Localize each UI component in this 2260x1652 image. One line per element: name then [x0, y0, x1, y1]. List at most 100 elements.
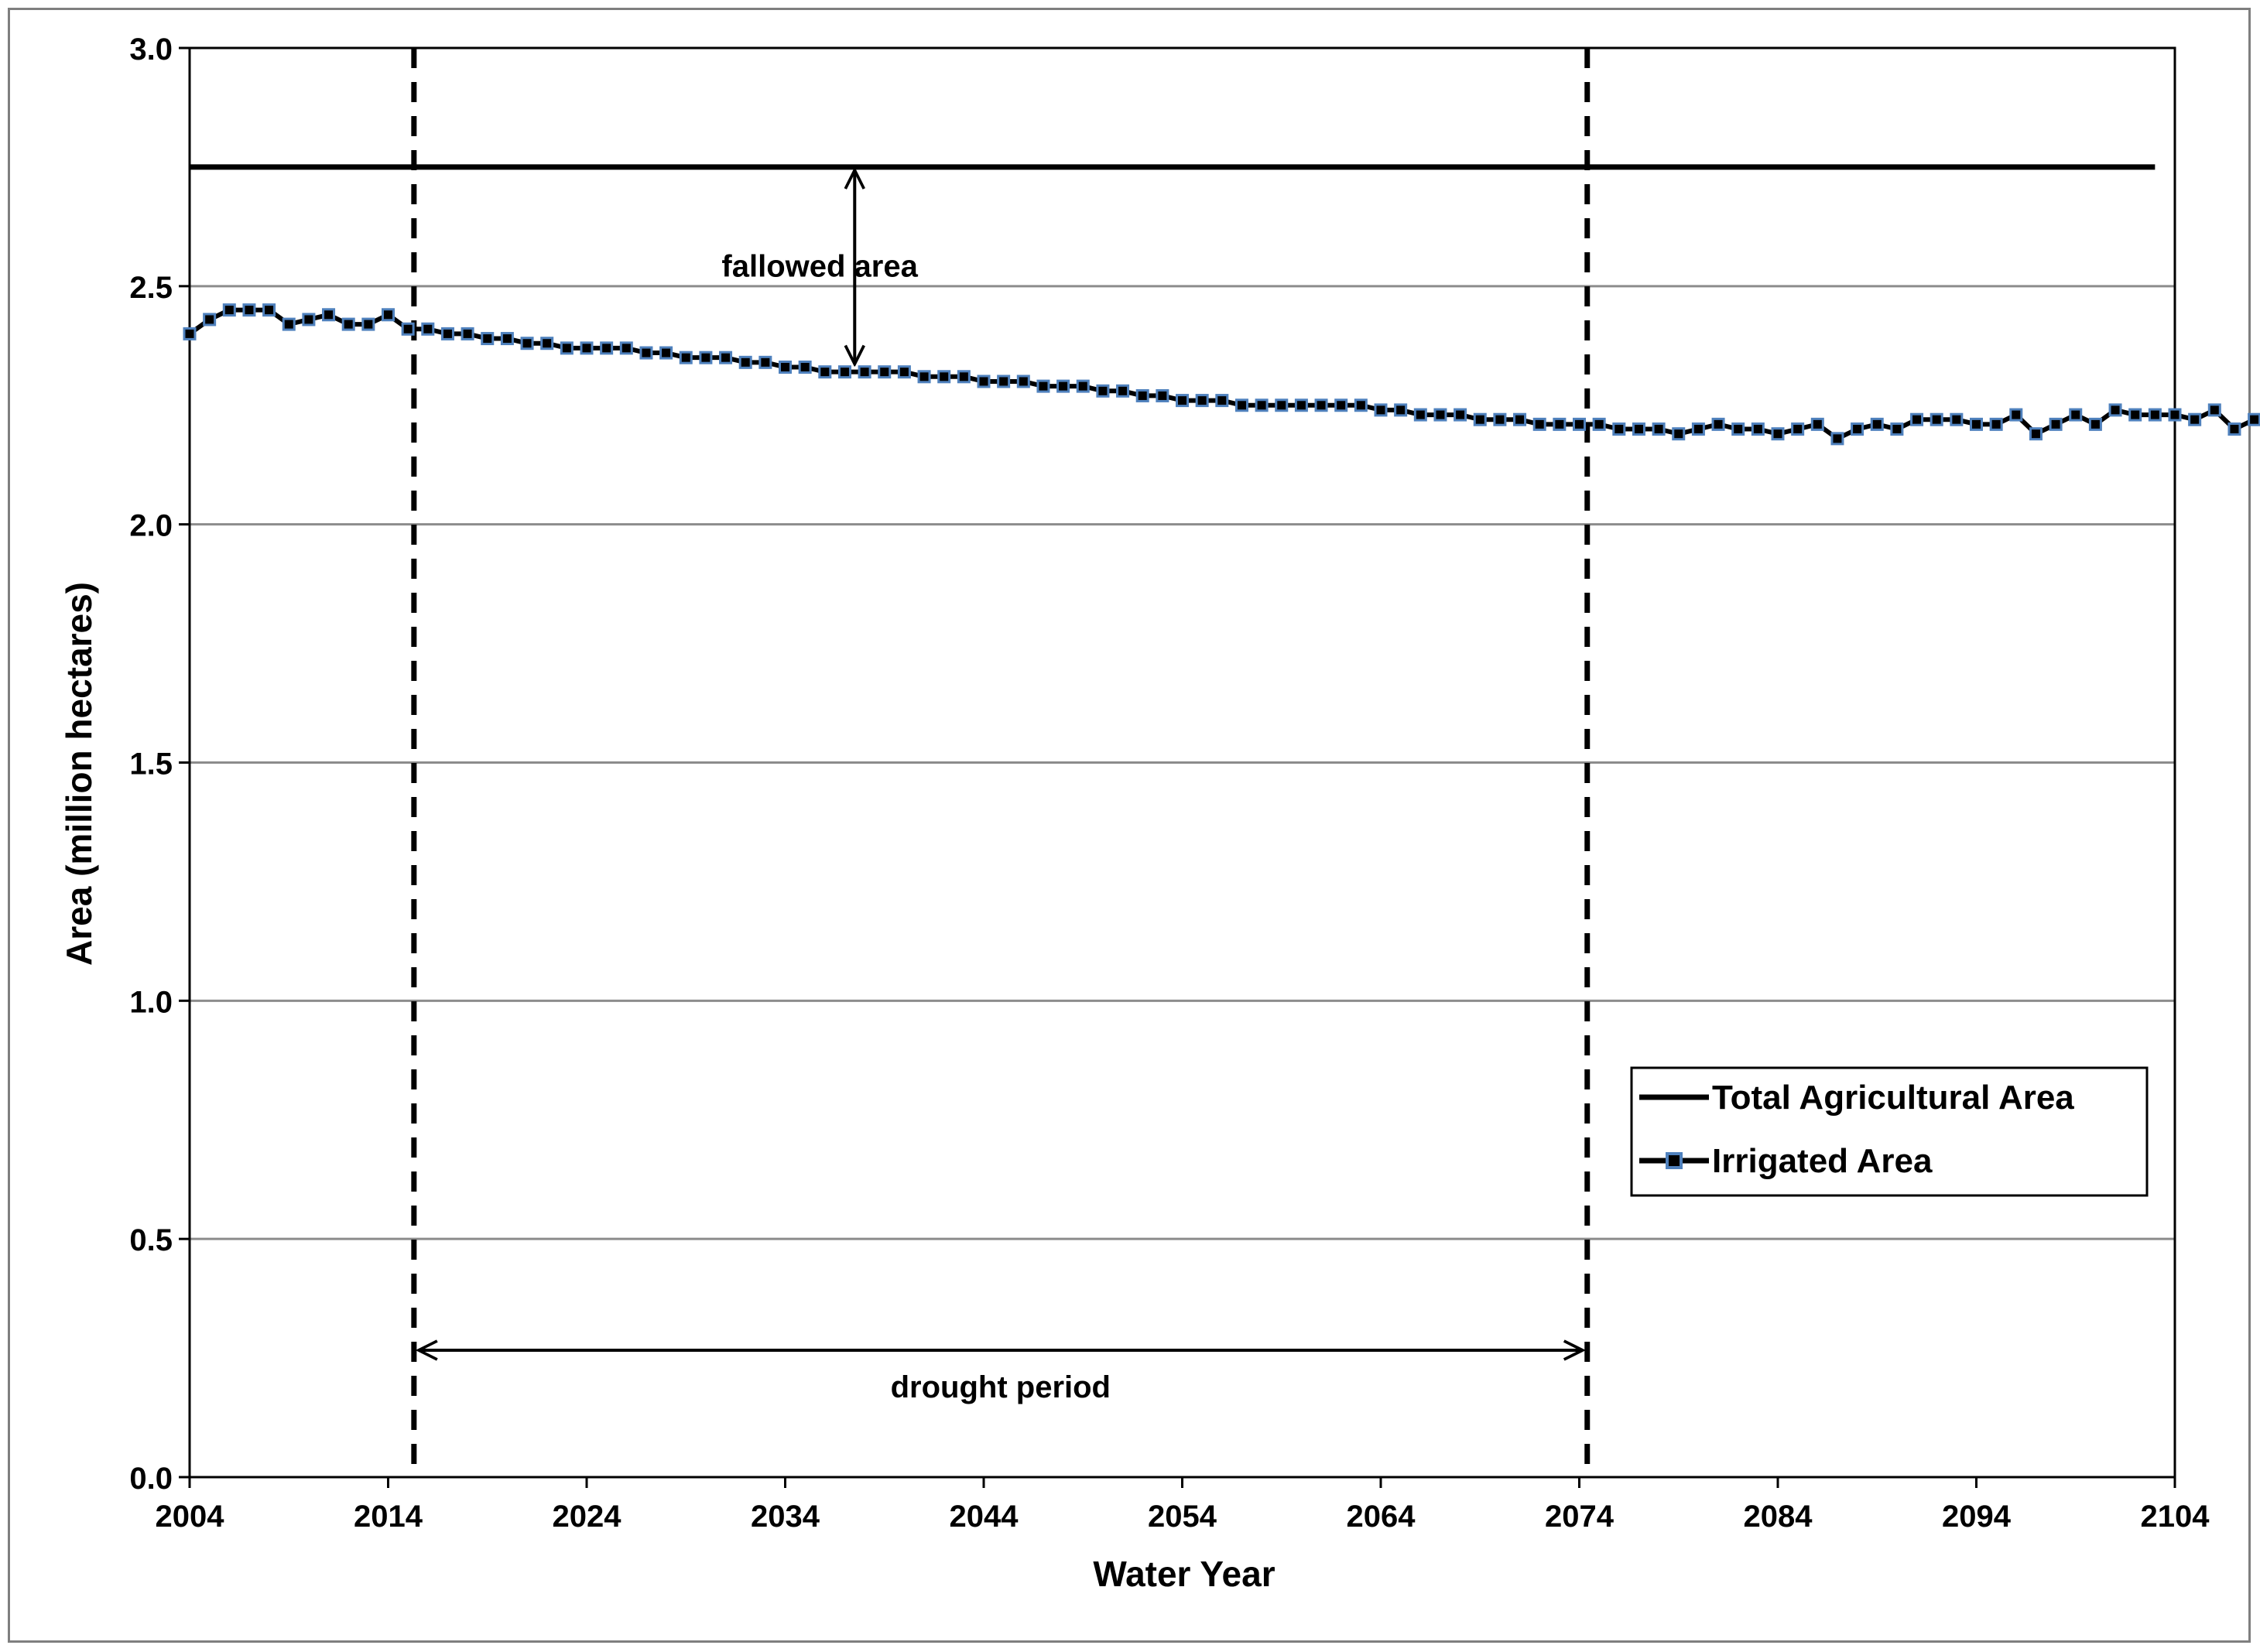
irrigated-area-point — [1851, 422, 1864, 436]
y-tick-label: 1.5 — [129, 747, 173, 782]
irrigated-area-point — [1652, 422, 1666, 436]
y-axis-ticks: 0.0 0.5 1.0 1.5 2.0 2.5 3.0 — [129, 32, 190, 1496]
irrigated-area-point — [1930, 412, 1943, 426]
irrigated-area-point — [818, 365, 832, 379]
irrigated-area-point — [2227, 422, 2241, 436]
irrigated-area-point — [1612, 422, 1626, 436]
x-axis-ticks: 2004 2014 2024 2034 2044 2054 2064 2074 2084 2094… — [156, 1477, 2210, 1534]
fallowed-area-label: fallowed area — [721, 250, 918, 284]
irrigated-area-point — [382, 308, 395, 322]
irrigated-area-point — [1394, 403, 1408, 417]
irrigated-area-point — [540, 337, 554, 351]
irrigated-area-point — [1830, 432, 1844, 446]
irrigated-area-point — [440, 327, 454, 340]
irrigated-area-point — [1950, 412, 1964, 426]
irrigated-area-point — [1314, 398, 1328, 412]
irrigated-area-point — [2188, 412, 2202, 426]
irrigated-area-point — [2248, 412, 2260, 426]
irrigated-area-point — [1016, 375, 1030, 388]
irrigated-area-point — [1116, 384, 1130, 398]
irrigated-area-point — [1493, 412, 1507, 426]
irrigated-area-point — [2009, 408, 2023, 422]
irrigated-area-point — [1513, 412, 1527, 426]
legend-box — [1630, 1066, 2149, 1197]
irrigated-area-point — [262, 303, 276, 317]
irrigated-area-point — [1433, 408, 1447, 422]
irrigated-area-point — [719, 351, 733, 364]
drought-period-label: drought period — [891, 1370, 1111, 1404]
irrigated-area-point — [2029, 427, 2043, 441]
irrigated-area-point — [1454, 408, 1467, 422]
irrigated-area-point — [1413, 408, 1427, 422]
irrigated-area-point — [500, 332, 514, 346]
annotations: fallowed area drought period — [419, 170, 1583, 1404]
irrigated-area-point — [461, 327, 474, 340]
irrigated-area-point — [2207, 403, 2221, 417]
irrigated-area-point — [858, 365, 871, 379]
x-tick-label: 2004 — [156, 1500, 225, 1534]
irrigated-area-point — [738, 355, 752, 369]
irrigated-area-point — [1771, 427, 1785, 441]
irrigated-area-point — [1195, 394, 1209, 408]
irrigated-area-line — [188, 307, 2255, 441]
x-tick-label: 2054 — [1148, 1500, 1217, 1534]
irrigated-area-point — [1076, 379, 1090, 393]
irrigated-area-point — [341, 317, 355, 331]
irrigated-area-point — [1036, 379, 1050, 393]
x-tick-label: 2024 — [553, 1500, 622, 1534]
irrigated-area-point — [1970, 417, 1983, 431]
irrigated-area-point — [878, 365, 892, 379]
irrigated-area-point — [1810, 417, 1824, 431]
series-layer — [183, 164, 2260, 446]
irrigated-area-point — [1592, 417, 1606, 431]
irrigated-area-point — [699, 351, 713, 364]
irrigated-area-point — [1156, 388, 1169, 402]
irrigated-area-point — [361, 317, 375, 331]
x-tick-label: 2034 — [751, 1500, 820, 1534]
y-axis-title: Area (million hectares) — [59, 582, 99, 966]
grid-lines — [190, 285, 2175, 1240]
irrigated-area-point — [1334, 398, 1348, 412]
irrigated-area-point — [779, 360, 792, 374]
irrigated-area-point — [917, 370, 931, 384]
irrigated-area-point — [1553, 417, 1567, 431]
y-tick-label: 2.5 — [129, 271, 173, 305]
irrigated-area-point — [1672, 427, 1686, 441]
irrigated-area-point — [2148, 408, 2162, 422]
irrigated-area-point — [222, 303, 236, 317]
x-tick-label: 2064 — [1347, 1500, 1416, 1534]
irrigated-area-point — [1374, 403, 1388, 417]
irrigated-area-point — [2069, 408, 2083, 422]
irrigated-area-point — [977, 375, 991, 388]
irrigated-area-point — [2108, 403, 2122, 417]
irrigated-area-point — [282, 317, 296, 331]
irrigated-area-point — [1751, 422, 1765, 436]
irrigated-area-point — [1215, 394, 1229, 408]
irrigated-area-point — [2049, 417, 2063, 431]
irrigated-area-point — [1255, 398, 1269, 412]
irrigated-area-point — [1275, 398, 1289, 412]
irrigated-area-point — [1910, 412, 1924, 426]
irrigated-area-point — [1791, 422, 1805, 436]
irrigated-area-point — [1989, 417, 2003, 431]
irrigated-area-point — [1632, 422, 1645, 436]
legend-label-irrigated: Irrigated Area — [1712, 1142, 1933, 1180]
irrigated-area-point — [957, 370, 971, 384]
irrigated-area-point — [421, 322, 435, 336]
irrigated-area-point — [1473, 412, 1487, 426]
x-tick-label: 2014 — [354, 1500, 423, 1534]
irrigated-area-point — [897, 365, 911, 379]
irrigated-area-point — [1234, 398, 1248, 412]
irrigated-area-point — [1056, 379, 1070, 393]
legend-marker-irrigated — [1666, 1152, 1683, 1169]
y-tick-label: 1.0 — [129, 985, 173, 1019]
irrigated-area-point — [1354, 398, 1368, 412]
irrigated-area-point — [1096, 384, 1110, 398]
y-tick-label: 0.0 — [129, 1462, 173, 1496]
irrigated-area-point — [401, 322, 415, 336]
irrigated-area-point — [758, 355, 772, 369]
irrigated-area-point — [183, 327, 197, 340]
irrigated-area-point — [1573, 417, 1586, 431]
irrigated-area-point — [322, 308, 336, 322]
